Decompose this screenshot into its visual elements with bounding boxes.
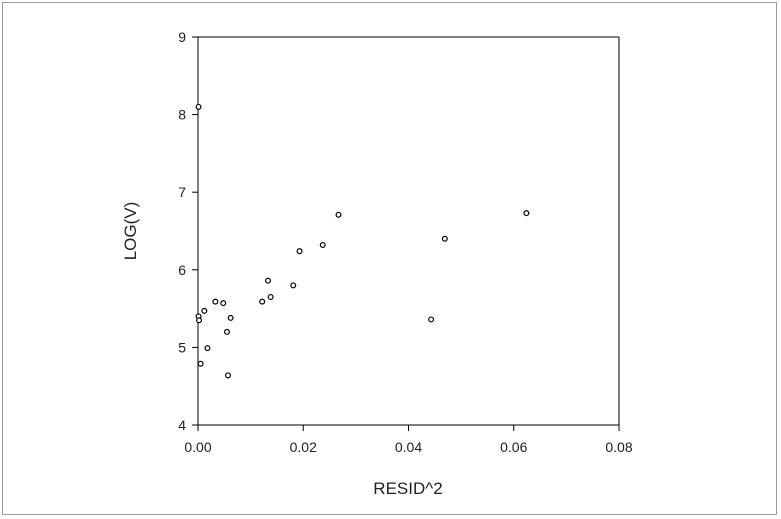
y-tick-label: 8 bbox=[178, 107, 186, 123]
axes bbox=[197, 36, 620, 426]
data-point bbox=[428, 316, 435, 323]
data-point bbox=[267, 293, 274, 300]
data-point bbox=[227, 314, 234, 321]
x-tick-label: 0.06 bbox=[500, 439, 527, 455]
x-tick-label: 0.02 bbox=[290, 439, 317, 455]
data-point bbox=[212, 298, 219, 305]
y-ticks: 4 5 6 7 8 9 bbox=[178, 29, 198, 433]
data-point bbox=[204, 345, 211, 352]
data-point bbox=[335, 211, 342, 218]
x-ticks: 0.00 0.02 0.04 0.06 0.08 bbox=[184, 425, 633, 455]
x-tick-label: 0.08 bbox=[605, 439, 632, 455]
x-axis-title: RESID^2 bbox=[373, 479, 442, 498]
y-tick-label: 5 bbox=[178, 339, 186, 355]
y-tick-label: 9 bbox=[178, 29, 186, 45]
x-tick-label: 0.00 bbox=[184, 439, 211, 455]
data-point bbox=[224, 372, 231, 379]
data-point bbox=[441, 235, 448, 242]
data-points bbox=[195, 103, 530, 379]
data-point bbox=[201, 307, 208, 314]
x-tick-label: 0.04 bbox=[395, 439, 422, 455]
y-tick-label: 7 bbox=[178, 184, 186, 200]
data-point bbox=[196, 317, 203, 324]
y-tick-label: 6 bbox=[178, 262, 186, 278]
data-point bbox=[223, 328, 230, 335]
data-point bbox=[195, 103, 202, 110]
data-point bbox=[220, 300, 227, 307]
data-point bbox=[197, 360, 204, 367]
data-point bbox=[523, 210, 530, 217]
data-point bbox=[264, 277, 271, 284]
y-tick-label: 4 bbox=[178, 417, 186, 433]
data-point bbox=[259, 298, 266, 305]
data-point bbox=[290, 282, 297, 289]
y-axis-title: LOG(V) bbox=[121, 202, 140, 261]
data-point bbox=[296, 248, 303, 255]
data-point bbox=[319, 241, 326, 248]
